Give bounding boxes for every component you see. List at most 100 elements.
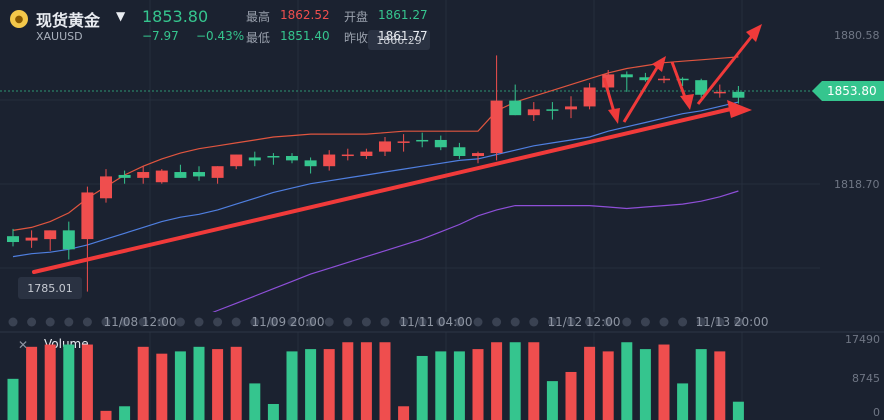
time-axis-dot xyxy=(454,317,464,327)
volume-bar xyxy=(453,351,465,420)
open-value: 1861.27 xyxy=(378,8,428,22)
candle-body xyxy=(360,151,373,156)
time-axis-dot xyxy=(361,317,371,327)
collapse-icon: ✕ xyxy=(18,338,28,352)
time-axis-dot xyxy=(603,317,613,327)
time-axis-dot xyxy=(678,317,688,327)
trend-arrows xyxy=(32,24,762,274)
candle-body xyxy=(713,91,726,94)
volume-bar xyxy=(286,351,298,420)
candle-body xyxy=(527,109,540,116)
volume-bar xyxy=(81,344,93,420)
volume-bar xyxy=(267,403,279,420)
prev-close-label: 昨收 xyxy=(344,31,369,45)
candle-body xyxy=(25,237,38,241)
time-axis-dot xyxy=(640,317,650,327)
arrow-down-1-head xyxy=(608,108,620,124)
volume-bar xyxy=(379,342,391,420)
candle-body xyxy=(732,91,745,98)
candle-body xyxy=(304,160,317,167)
volume-bar xyxy=(305,349,317,420)
time-tick-label: 11/13 20:00 xyxy=(696,315,769,329)
candle-body xyxy=(62,230,75,250)
candle-body xyxy=(118,174,131,178)
max-price-tag: 1866.29 xyxy=(376,34,422,47)
candle-body xyxy=(341,154,354,157)
price-tick-label: 1880.58 xyxy=(834,29,880,42)
current-price-tag: 1853.80 xyxy=(827,84,877,98)
volume-bar xyxy=(435,351,447,420)
time-tick-label: 11/08 12:00 xyxy=(104,315,177,329)
volume-bar xyxy=(26,346,38,420)
low-label: 最低 xyxy=(246,31,271,45)
instrument-name[interactable]: 现货黄金 xyxy=(36,11,101,30)
time-axis-dot xyxy=(399,317,409,327)
candles-layer: 1866.29 1785.01 xyxy=(7,30,745,299)
candle-body xyxy=(620,74,633,78)
candle-body xyxy=(695,80,708,95)
chevron-down-icon[interactable]: ▼ xyxy=(116,9,126,23)
volume-tick-label: 17490 xyxy=(845,333,880,346)
volume-bar xyxy=(472,349,484,420)
time-axis-dot xyxy=(715,317,725,327)
volume-bar xyxy=(174,351,186,420)
candle-body xyxy=(100,176,112,199)
time-axis-dot xyxy=(138,317,148,327)
volume-bar xyxy=(323,349,335,420)
candle-body xyxy=(546,109,559,111)
candle-body xyxy=(490,100,503,154)
arrow-up-2-shaft xyxy=(696,35,754,105)
min-price-tag: 1785.01 xyxy=(27,282,73,295)
candle-body xyxy=(137,172,150,178)
trend-line-arrow-shaft xyxy=(32,106,737,274)
prev-close-value: 1861.77 xyxy=(378,29,428,43)
volume-tick-label: 8745 xyxy=(852,372,880,385)
volume-bar xyxy=(193,346,205,420)
time-axis-dot xyxy=(622,317,632,327)
time-axis-dot xyxy=(82,317,92,327)
candle-body xyxy=(434,139,447,148)
time-axis-dot xyxy=(473,317,483,327)
volume-bar xyxy=(44,344,56,420)
price-change: −7.97 xyxy=(142,29,179,43)
min-price-tag-bg xyxy=(18,277,82,299)
time-axis-dot xyxy=(306,317,316,327)
time-axis-dot xyxy=(27,317,37,327)
ticker-symbol: XAUUSD xyxy=(36,30,83,43)
volume-bar xyxy=(398,406,410,420)
time-axis-dot xyxy=(287,317,297,327)
high-label: 最高 xyxy=(246,10,271,24)
candle-body xyxy=(286,156,298,161)
time-axis-dot xyxy=(380,317,390,327)
time-axis[interactable]: 11/08 12:00 11/09 20:00 11/11 04:00 11/12 1… xyxy=(0,312,884,332)
instrument-header: ● 现货黄金 ▼ XAUUSD 1853.80 −7.97 −0.43% 最高 … xyxy=(10,6,470,46)
volume-bar xyxy=(546,381,558,420)
volume-bar xyxy=(100,410,112,420)
time-axis-dot xyxy=(8,317,18,327)
volume-bar xyxy=(119,406,131,420)
candle-body xyxy=(44,230,57,240)
volume-bar xyxy=(695,349,707,420)
time-axis-dot xyxy=(213,317,223,327)
volume-bar xyxy=(156,353,168,420)
time-axis-dot xyxy=(585,317,595,327)
candle-body xyxy=(230,154,243,167)
candle-body xyxy=(81,192,94,240)
time-axis-dot xyxy=(268,317,278,327)
arrow-up-1-shaft xyxy=(622,65,660,123)
time-tick-label: 11/11 04:00 xyxy=(400,315,473,329)
max-price-tag-bg xyxy=(368,30,430,50)
candle-body xyxy=(397,141,410,143)
time-axis-dot xyxy=(64,317,74,327)
candle-body xyxy=(155,170,168,183)
time-axis-dot xyxy=(250,317,260,327)
time-axis-dot xyxy=(529,317,539,327)
volume-bar xyxy=(416,355,428,420)
time-axis-dot xyxy=(417,317,427,327)
candle-body xyxy=(193,172,205,177)
time-axis-dot xyxy=(436,317,446,327)
volume-bar xyxy=(565,371,577,420)
volume-bar xyxy=(491,342,503,420)
